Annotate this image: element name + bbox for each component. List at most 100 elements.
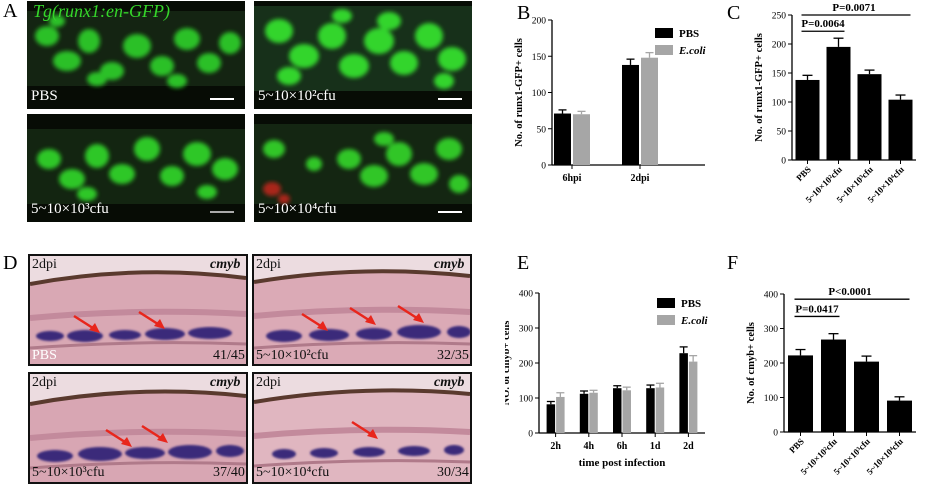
gfp-image-1e2 [254, 1, 472, 109]
p-value-label: P=0.0064 [801, 18, 845, 30]
panel-label-e: E [517, 252, 530, 274]
red-arrow-icon [73, 314, 100, 333]
ish-count-pbs: 41/45 [213, 348, 245, 363]
y-tick-label: 100 [519, 395, 534, 405]
bar [589, 392, 598, 433]
ish-gene-label: cmyb [434, 257, 465, 272]
gfp-image-1e4-art [254, 124, 472, 204]
ish-stage-label: 2dpi [32, 375, 57, 390]
p-value-label: P=0.0071 [832, 2, 875, 14]
bar [573, 114, 590, 165]
bar [679, 353, 688, 433]
ish-image-art [30, 270, 246, 364]
ish-image-1e3 [28, 372, 248, 484]
y-tick-label: 300 [519, 325, 534, 335]
gfp-image-1e3 [27, 114, 245, 222]
ish-stage-label: 2dpi [256, 375, 281, 390]
ish-image-1e2 [252, 254, 472, 366]
legend-swatch [655, 45, 673, 55]
scale-bar [438, 98, 462, 100]
legend-swatch [657, 298, 675, 308]
gfp-image-1e3-art [27, 129, 245, 204]
legend-label: E.coli [680, 315, 709, 327]
red-arrow-icon [397, 304, 424, 323]
red-arrow-icon [349, 306, 376, 325]
bar [622, 64, 639, 165]
ish-stage-label: 2dpi [256, 257, 281, 272]
bar [821, 339, 846, 432]
x-tick-label: 2h [550, 441, 561, 452]
y-tick-label: 250 [772, 12, 787, 22]
y-tick-label: 100 [764, 394, 779, 404]
ish-stage-label: 2dpi [32, 257, 57, 272]
x-tick-label: 2d [683, 441, 694, 452]
y-tick-label: 50 [537, 125, 547, 135]
y-tick-label: 100 [532, 89, 547, 99]
x-tick-label: 6hpi [563, 173, 582, 184]
gfp-image-pbs [27, 1, 245, 109]
bar [554, 113, 571, 165]
bar [887, 400, 912, 432]
y-tick-label: 200 [532, 17, 547, 27]
bar [641, 57, 658, 166]
ish-caption-pbs: PBS [32, 348, 57, 363]
panel-label-d: D [3, 252, 18, 274]
red-arrow-icon [351, 420, 378, 439]
ish-count-1e4: 30/34 [437, 465, 469, 480]
y-tick-label: 200 [772, 41, 787, 51]
ish-image-pbs [28, 254, 248, 366]
legend-swatch [655, 28, 673, 38]
bar [613, 388, 622, 433]
chart-b: 0 50 100 150 200 No. of runx1-GFP+ cells 6hpi 2… [514, 17, 707, 185]
ish-gene-label: cmyb [210, 375, 241, 390]
y-tick-label: 150 [772, 70, 787, 80]
scale-bar [438, 211, 462, 213]
panel-label-a: A [3, 0, 18, 22]
chart-e: 0 100 200 300 400 NO. of cmyb+ cells 2h 4h 6h 1d 2… [505, 290, 709, 470]
bar [646, 388, 655, 433]
x-tick-label: 6h [617, 441, 628, 452]
gfp-caption-1e2: 5~10×10²cfu [258, 88, 336, 104]
y-tick-label: 400 [764, 291, 779, 301]
red-arrow-icon [138, 310, 165, 329]
bar [854, 361, 879, 432]
legend-label: PBS [679, 28, 699, 40]
legend-label: PBS [681, 298, 701, 310]
y-tick-label: 200 [764, 360, 779, 370]
y-tick-label: 0 [541, 162, 546, 172]
bar [655, 387, 665, 433]
y-tick-label: 150 [532, 53, 547, 63]
transgenic-line-title: Tg(runx1:en-GFP) [33, 1, 170, 21]
y-tick-label: 0 [528, 430, 533, 440]
x-tick-label: 1d [650, 441, 661, 452]
red-arrow-icon [301, 312, 328, 331]
x-tick-label: PBS [787, 436, 806, 455]
bar [795, 79, 820, 160]
gfp-image-1e4 [254, 114, 472, 222]
gfp-image-pbs-art [27, 11, 245, 88]
legend-swatch [657, 315, 675, 325]
y-axis-label: No. of runx1-GFP+ cells [514, 38, 525, 147]
ish-gene-label: cmyb [210, 257, 241, 272]
bar [579, 393, 589, 433]
ish-count-1e2: 32/35 [437, 348, 469, 363]
red-arrow-icon [141, 424, 168, 443]
bar [556, 396, 565, 433]
ish-image-art [30, 389, 246, 482]
chart-c: 0 50 100 150 200 250 No. of runx1-GFP+ cells PB… [754, 2, 916, 205]
red-arrow-icon [105, 428, 132, 447]
ish-count-1e3: 37/40 [213, 465, 245, 480]
panel-label-f: F [727, 252, 739, 274]
scale-bar [210, 98, 234, 100]
p-value-label: P<0.0001 [828, 286, 871, 298]
bar [546, 404, 556, 433]
gfp-caption-pbs: PBS [31, 88, 58, 104]
gfp-image-1e2-art [254, 6, 472, 91]
y-tick-label: 0 [781, 157, 786, 167]
scale-bar [210, 211, 234, 213]
ish-gene-label: cmyb [434, 375, 465, 390]
ish-caption-1e2: 5~10×10²cfu [256, 348, 329, 363]
bar [888, 99, 913, 160]
y-tick-label: 400 [519, 290, 534, 300]
